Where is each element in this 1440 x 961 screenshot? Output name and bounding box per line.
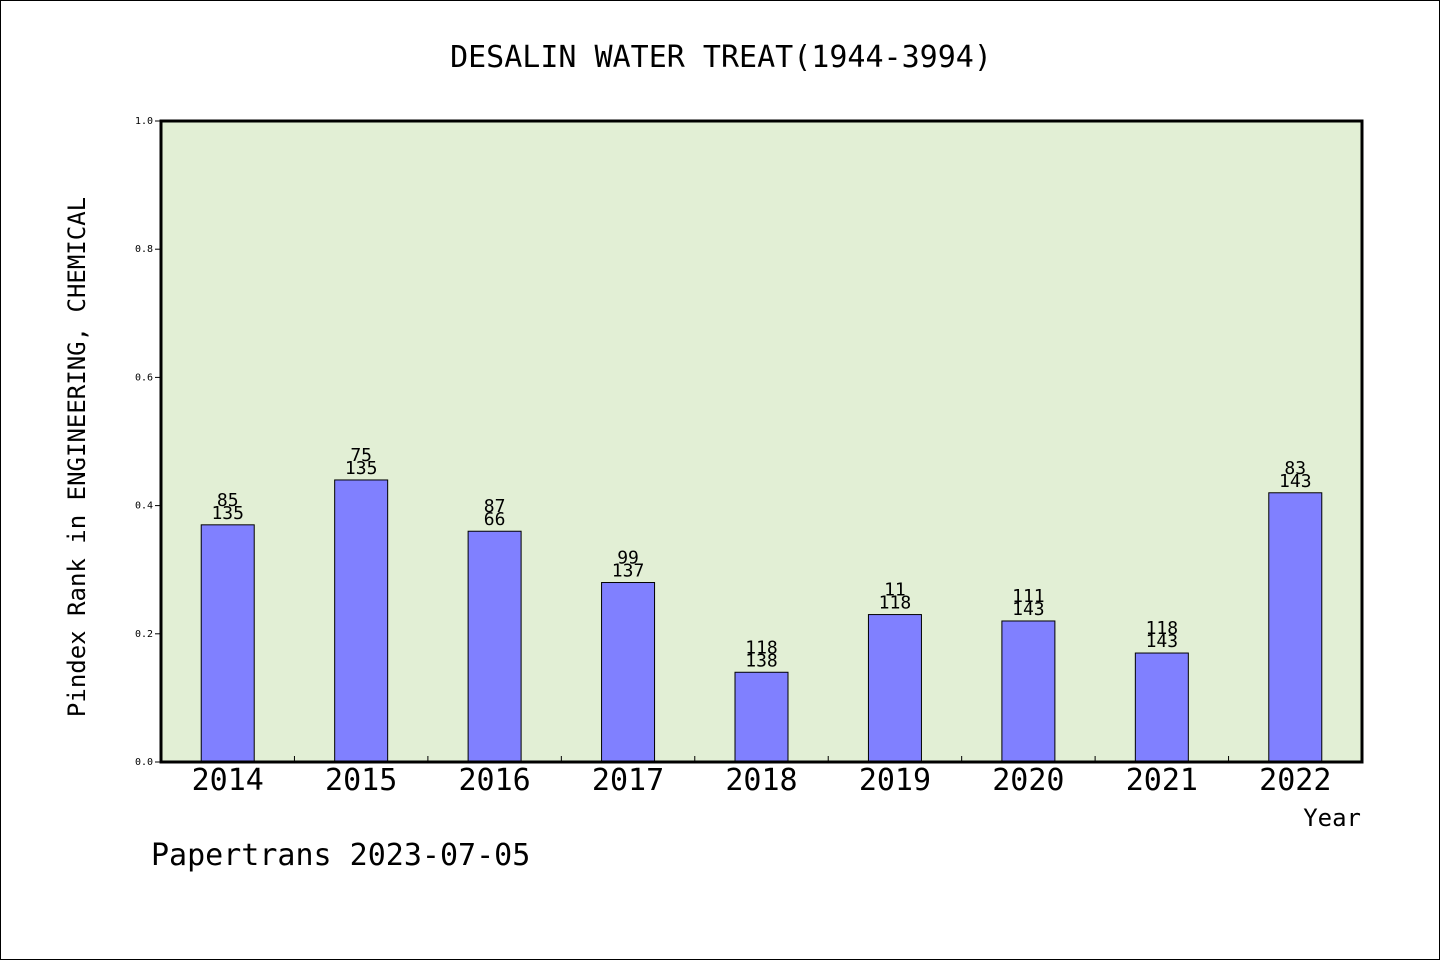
x-tick-label-2019: 2019	[859, 763, 931, 798]
chart-title: DESALIN WATER TREAT(1944-3994)	[450, 40, 992, 75]
y-tick-label-2: 0.4	[135, 501, 153, 512]
x-tick-label-2021: 2021	[1126, 763, 1198, 798]
bar-2018	[734, 671, 789, 763]
bar-label-bottom-2020: 143	[1012, 599, 1045, 620]
bar-label-top-2020: 111	[1012, 586, 1045, 607]
x-tick-label-2018: 2018	[725, 763, 797, 798]
bar-label-top-2014: 85	[217, 490, 239, 511]
x-tick-label-2017: 2017	[592, 763, 664, 798]
y-tick-label-5: 1.0	[135, 116, 153, 127]
bar-2021	[1134, 652, 1189, 763]
bar-label-bottom-2021: 143	[1146, 631, 1179, 652]
x-tick-label-2016: 2016	[458, 763, 530, 798]
bar-label-top-2017: 99	[617, 548, 639, 569]
bar-label-top-2016: 87	[484, 496, 506, 517]
footer-text: Papertrans 2023-07-05	[151, 838, 530, 873]
bar-label-bottom-2022: 143	[1279, 471, 1312, 492]
bar-2016	[467, 530, 522, 763]
x-tick-label-2022: 2022	[1259, 763, 1331, 798]
y-tick-label-3: 0.6	[135, 372, 153, 383]
bar-label-top-2019: 11	[884, 580, 906, 601]
bar-label-top-2015: 75	[350, 445, 372, 466]
x-tick-label-2015: 2015	[325, 763, 397, 798]
bar-label-top-2018: 118	[745, 637, 778, 658]
x-ticks: 2014 2015 2016 2017 2018 2019 2020 2021 2022	[192, 756, 1331, 798]
y-tick-label-4: 0.8	[135, 244, 153, 255]
bar-2015	[334, 479, 389, 763]
bar-label-bottom-2014: 135	[211, 503, 244, 524]
bar-2022	[1268, 492, 1323, 763]
bar-2020	[1001, 620, 1056, 763]
y-ticks: 0.0 0.2 0.4 0.6 0.8 1.0	[135, 116, 161, 768]
bar-label-top-2022: 83	[1284, 458, 1306, 479]
y-axis-label: Pindex Rank in ENGINEERING, CHEMICAL	[63, 197, 91, 717]
bar-label-bottom-2018: 138	[745, 650, 778, 671]
bar-label-bottom-2016: 66	[484, 509, 506, 530]
y-tick-label-1: 0.2	[135, 629, 153, 640]
bar-2014	[200, 524, 255, 763]
bar-label-bottom-2015: 135	[345, 458, 378, 479]
bar-2019	[867, 614, 922, 763]
bar-label-top-2021: 118	[1146, 618, 1179, 639]
bar-label-bottom-2019: 118	[879, 593, 912, 614]
x-tick-label-2020: 2020	[992, 763, 1064, 798]
y-tick-label-0: 0.0	[135, 757, 153, 768]
bar-2017	[601, 582, 656, 763]
plot-border	[159, 119, 1364, 764]
x-axis-label: Year	[1303, 804, 1361, 832]
bar-label-bottom-2017: 137	[612, 561, 645, 582]
x-tick-label-2014: 2014	[192, 763, 264, 798]
